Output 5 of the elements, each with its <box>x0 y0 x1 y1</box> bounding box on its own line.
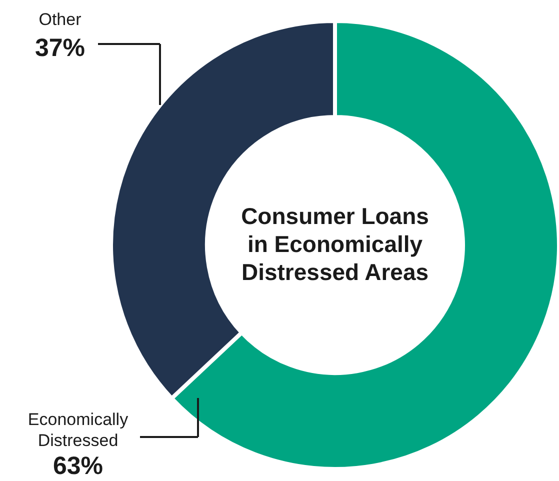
text: Consumer Loans in Economically Distressed Areas <box>241 203 429 285</box>
slice-label: Other <box>38 10 82 29</box>
data-label: 63% <box>52 452 104 480</box>
data-label: 37% <box>34 34 86 62</box>
slice-label: Economically Distressed <box>28 410 129 450</box>
